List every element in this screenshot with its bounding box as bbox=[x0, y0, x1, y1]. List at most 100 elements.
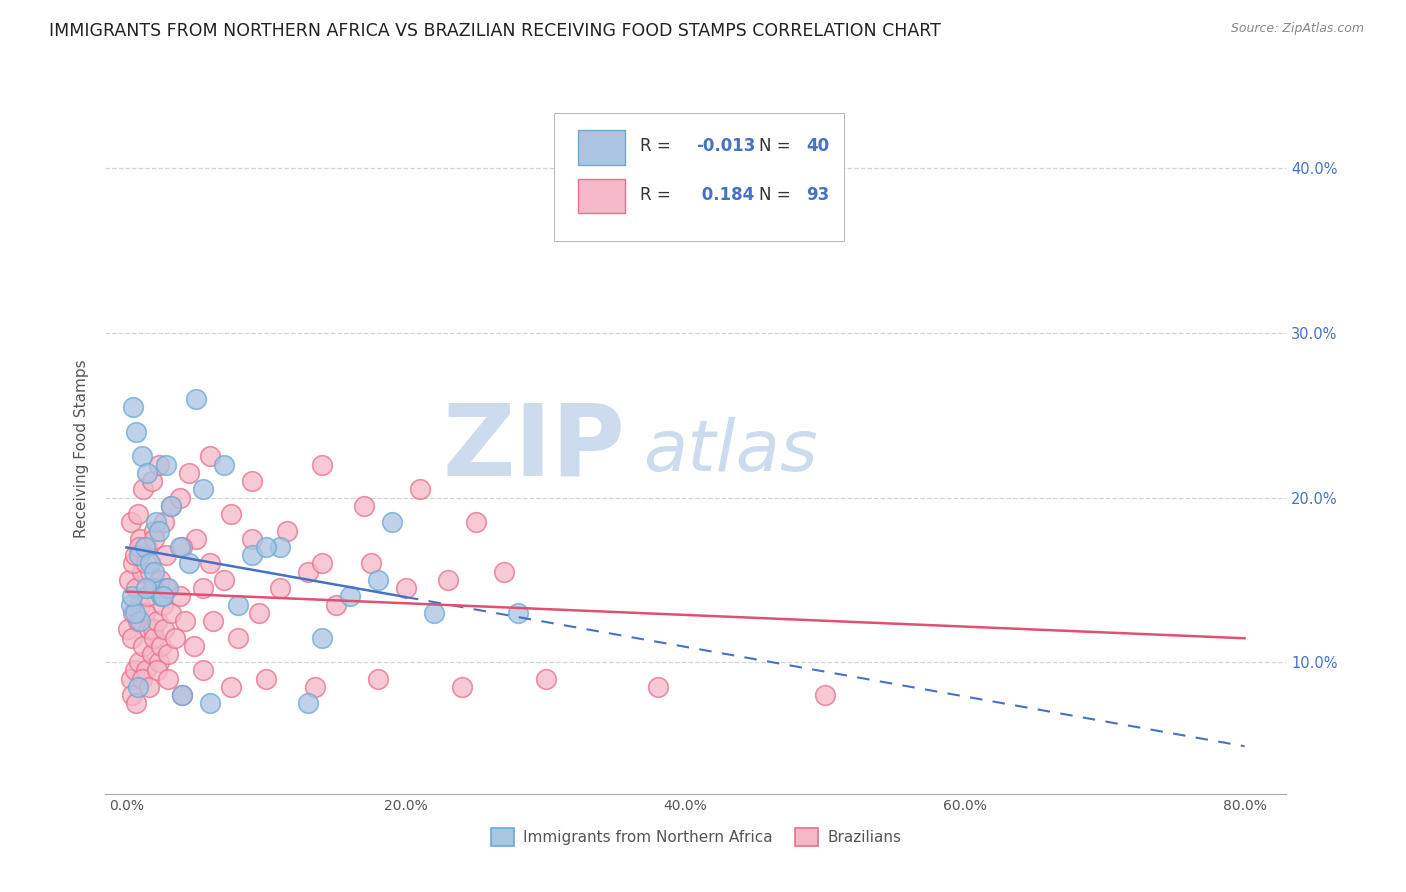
Point bbox=[125, 581, 148, 595]
Point bbox=[155, 458, 177, 472]
Point bbox=[200, 450, 222, 464]
Point bbox=[492, 565, 515, 579]
Point bbox=[534, 672, 557, 686]
Point bbox=[152, 598, 174, 612]
Point bbox=[269, 540, 291, 554]
Point bbox=[145, 516, 167, 530]
FancyBboxPatch shape bbox=[578, 130, 626, 165]
Point bbox=[157, 647, 180, 661]
Point bbox=[360, 557, 382, 571]
Point bbox=[339, 590, 361, 604]
Text: ZIP: ZIP bbox=[443, 400, 626, 497]
Point bbox=[124, 548, 146, 562]
Point bbox=[145, 581, 167, 595]
Point bbox=[128, 540, 150, 554]
Point bbox=[297, 697, 319, 711]
Point bbox=[124, 606, 146, 620]
Point bbox=[134, 606, 156, 620]
Point bbox=[122, 400, 145, 414]
Point bbox=[186, 532, 208, 546]
Point bbox=[226, 598, 249, 612]
Point bbox=[212, 458, 235, 472]
Point bbox=[254, 672, 277, 686]
Point bbox=[127, 680, 149, 694]
Point bbox=[135, 557, 157, 571]
Point bbox=[143, 631, 166, 645]
Point bbox=[136, 540, 159, 554]
Text: N =: N = bbox=[759, 186, 796, 203]
Text: R =: R = bbox=[641, 186, 676, 203]
Text: 40: 40 bbox=[806, 137, 830, 155]
Point bbox=[212, 573, 235, 587]
Point bbox=[142, 581, 165, 595]
Point bbox=[135, 581, 157, 595]
Point bbox=[219, 507, 242, 521]
Point bbox=[120, 672, 142, 686]
Point bbox=[150, 639, 173, 653]
Point bbox=[124, 664, 146, 678]
Text: IMMIGRANTS FROM NORTHERN AFRICA VS BRAZILIAN RECEIVING FOOD STAMPS CORRELATION C: IMMIGRANTS FROM NORTHERN AFRICA VS BRAZI… bbox=[49, 22, 941, 40]
Point bbox=[304, 680, 326, 694]
Text: Source: ZipAtlas.com: Source: ZipAtlas.com bbox=[1230, 22, 1364, 36]
Point bbox=[172, 688, 194, 702]
Point bbox=[297, 565, 319, 579]
FancyBboxPatch shape bbox=[554, 113, 844, 241]
Point bbox=[129, 614, 152, 628]
Point bbox=[179, 557, 201, 571]
Point bbox=[125, 425, 148, 439]
Point bbox=[139, 557, 162, 571]
Point bbox=[160, 499, 183, 513]
Point bbox=[134, 540, 156, 554]
Point bbox=[200, 697, 222, 711]
Point bbox=[423, 606, 446, 620]
Point bbox=[647, 680, 669, 694]
Point bbox=[153, 622, 176, 636]
Point bbox=[121, 688, 143, 702]
Point bbox=[129, 598, 152, 612]
Point bbox=[120, 516, 142, 530]
Point bbox=[136, 466, 159, 480]
Text: 0.184: 0.184 bbox=[696, 186, 754, 203]
Point bbox=[179, 466, 201, 480]
Point bbox=[464, 516, 486, 530]
Text: atlas: atlas bbox=[643, 417, 817, 486]
Point bbox=[193, 581, 215, 595]
Point bbox=[129, 532, 152, 546]
Point bbox=[381, 516, 404, 530]
Text: N =: N = bbox=[759, 137, 796, 155]
Text: -0.013: -0.013 bbox=[696, 137, 755, 155]
Point bbox=[143, 565, 166, 579]
Point bbox=[122, 557, 145, 571]
Text: R =: R = bbox=[641, 137, 676, 155]
Point bbox=[409, 483, 432, 497]
Point bbox=[152, 590, 174, 604]
Point bbox=[174, 614, 197, 628]
Point bbox=[146, 614, 169, 628]
Point bbox=[269, 581, 291, 595]
Point bbox=[143, 532, 166, 546]
Point bbox=[240, 532, 263, 546]
Point bbox=[160, 606, 183, 620]
Point bbox=[169, 590, 191, 604]
Point bbox=[240, 548, 263, 562]
Point bbox=[132, 483, 155, 497]
Point bbox=[172, 688, 194, 702]
Point bbox=[276, 524, 298, 538]
Point bbox=[169, 540, 191, 554]
Point bbox=[186, 392, 208, 406]
Point bbox=[141, 647, 163, 661]
Point bbox=[157, 672, 180, 686]
Point bbox=[150, 590, 173, 604]
Point bbox=[254, 540, 277, 554]
Point bbox=[127, 614, 149, 628]
Point bbox=[226, 631, 249, 645]
Point bbox=[506, 606, 529, 620]
FancyBboxPatch shape bbox=[578, 178, 626, 213]
Point bbox=[143, 524, 166, 538]
Point bbox=[120, 598, 142, 612]
Point bbox=[131, 672, 153, 686]
Point bbox=[141, 474, 163, 488]
Point bbox=[437, 573, 460, 587]
Point bbox=[136, 590, 159, 604]
Point bbox=[131, 450, 153, 464]
